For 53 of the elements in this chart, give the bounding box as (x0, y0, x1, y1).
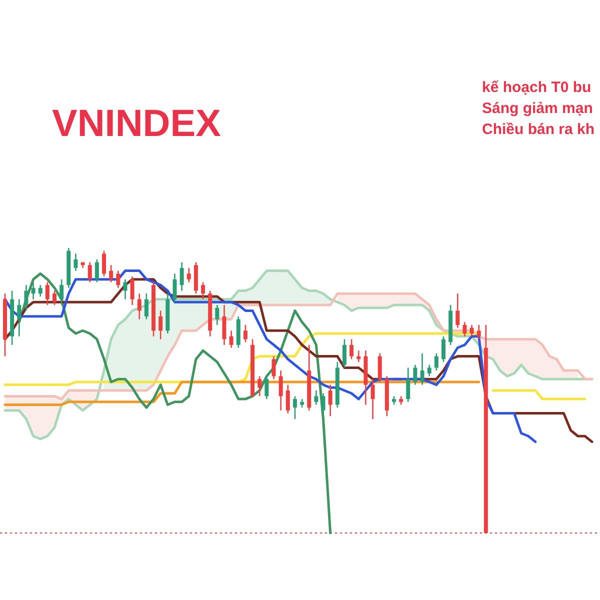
candlestick (158, 310, 163, 340)
text: Sáng giảm mạn (482, 100, 593, 117)
candlestick (292, 396, 297, 420)
candlestick (272, 356, 276, 380)
candlestick (74, 253, 78, 272)
candlestick (229, 330, 234, 348)
candlestick (102, 250, 106, 278)
candlestick (94, 258, 99, 283)
candlestick (462, 321, 467, 337)
candlestick (243, 324, 248, 343)
candlestick (60, 278, 64, 306)
candlestick (286, 384, 290, 414)
candlestick (406, 367, 410, 403)
candlestick (420, 352, 424, 386)
candlestick (441, 336, 446, 363)
candlestick (258, 376, 262, 397)
candlestick (201, 282, 206, 300)
candlestick (17, 298, 22, 337)
candlestick (180, 262, 184, 292)
candlestick (321, 392, 326, 414)
candlestick (370, 378, 375, 420)
candlestick (456, 292, 460, 328)
candlestick (31, 282, 36, 300)
candlestick (328, 384, 332, 417)
chart-title: VNINDEX (52, 103, 222, 145)
candlestick (137, 292, 142, 320)
candlestick (476, 324, 481, 340)
candlestick (38, 284, 42, 298)
text: Chiều bán ra kh (482, 121, 595, 138)
candlestick (172, 273, 177, 303)
candlestick (314, 390, 318, 406)
candlestick (350, 338, 354, 360)
candlestick (378, 352, 382, 383)
candlestick (88, 262, 92, 283)
candlestick (215, 304, 220, 326)
candlestick (342, 338, 346, 368)
candlestick (413, 364, 418, 386)
candlestick (52, 290, 57, 306)
candlestick (45, 282, 50, 306)
candlestick (222, 304, 226, 346)
candlestick (109, 264, 114, 283)
candlestick (123, 278, 128, 300)
text: kế hoạch T0 bu (482, 79, 592, 96)
candlestick (186, 267, 191, 283)
candlestick (434, 352, 438, 372)
candlestick (116, 270, 120, 289)
candlestick (130, 276, 134, 306)
candlestick (144, 292, 148, 320)
candlestick (278, 370, 283, 412)
candlestick (24, 284, 28, 312)
candlestick (470, 324, 474, 337)
candlestick (264, 376, 269, 400)
candlestick (427, 364, 432, 377)
